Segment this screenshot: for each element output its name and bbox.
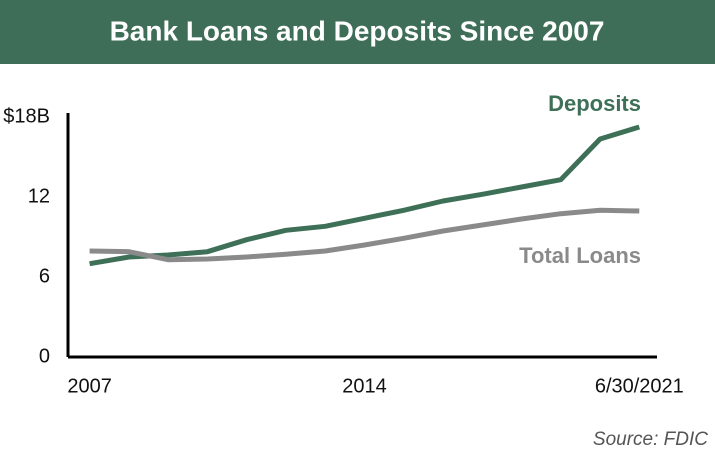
x-tick-label: 2014 bbox=[342, 375, 387, 397]
source-note: Source: FDIC bbox=[593, 429, 708, 450]
series-line bbox=[89, 207, 640, 263]
title-banner bbox=[0, 0, 715, 64]
y-tick-label: 12 bbox=[28, 185, 50, 207]
y-tick-label: $18B bbox=[3, 105, 50, 127]
x-tick-label: 6/30/2021 bbox=[595, 375, 684, 397]
series-label: Total Loans bbox=[519, 243, 641, 268]
chart-title: Bank Loans and Deposits Since 2007 bbox=[110, 15, 605, 46]
y-tick-label: 6 bbox=[39, 265, 50, 287]
y-tick-label: 0 bbox=[39, 345, 50, 367]
series-label: Deposits bbox=[548, 91, 641, 116]
series-line bbox=[89, 124, 641, 267]
x-tick-label: 2007 bbox=[67, 375, 112, 397]
